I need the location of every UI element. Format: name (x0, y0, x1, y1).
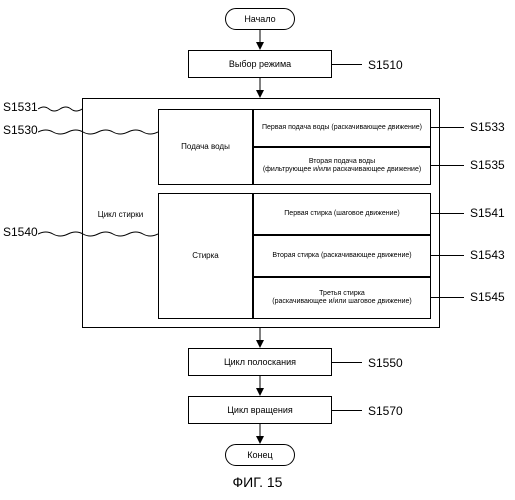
water2-line2: (фильтрующее и/или раскачивающее движени… (263, 166, 421, 174)
figure-caption: ФИГ. 15 (0, 474, 515, 490)
label-s1535: S1535 (470, 158, 505, 172)
label-s1533: S1533 (470, 120, 505, 134)
arrow-1 (255, 30, 265, 50)
label-s1570: S1570 (368, 404, 403, 418)
wavy-s1531 (38, 105, 82, 113)
spin-box: Цикл вращения (188, 396, 332, 424)
wash3-line1: Третья стирка (319, 290, 365, 298)
wavy-s1540 (38, 230, 158, 238)
wash1-cell: Первая стирка (шаговое движение) (253, 193, 431, 235)
label-s1510: S1510 (368, 58, 403, 72)
water1-cell: Первая подача воды (раскачивающее движен… (253, 109, 431, 147)
rinse-box: Цикл полоскания (188, 348, 332, 376)
wavy-s1530 (38, 128, 158, 136)
leader-s1570 (332, 410, 362, 411)
start-terminal: Начало (225, 8, 295, 30)
label-s1540: S1540 (3, 225, 38, 239)
label-s1543: S1543 (470, 248, 505, 262)
mode-box: Выбор режима (188, 50, 332, 78)
leader-s1543 (430, 255, 464, 256)
leader-s1541 (430, 213, 464, 214)
label-s1550: S1550 (368, 356, 403, 370)
water2-line1: Вторая подача воды (309, 158, 375, 166)
leader-s1535 (430, 165, 464, 166)
leader-s1533 (430, 127, 464, 128)
wash3-cell: Третья стирка (раскачивающее и/или шагов… (253, 277, 431, 319)
label-s1530: S1530 (3, 123, 38, 137)
arrow-5 (255, 424, 265, 444)
leader-s1510 (332, 64, 362, 65)
label-s1541: S1541 (470, 206, 505, 220)
label-s1545: S1545 (470, 290, 505, 304)
arrow-4 (255, 376, 265, 396)
wash-cell: Стирка (158, 193, 253, 319)
wash3-line2: (раскачивающее и/или шаговое движение) (272, 298, 412, 306)
water-supply-cell: Подача воды (158, 109, 253, 185)
arrow-2 (255, 78, 265, 98)
arrow-3 (255, 328, 265, 348)
label-s1531: S1531 (3, 100, 38, 114)
wash2-cell: Вторая стирка (раскачивающее движение) (253, 235, 431, 277)
end-terminal: Конец (225, 444, 295, 466)
water2-cell: Вторая подача воды (фильтрующее и/или ра… (253, 147, 431, 185)
leader-s1545 (430, 297, 464, 298)
leader-s1550 (332, 362, 362, 363)
